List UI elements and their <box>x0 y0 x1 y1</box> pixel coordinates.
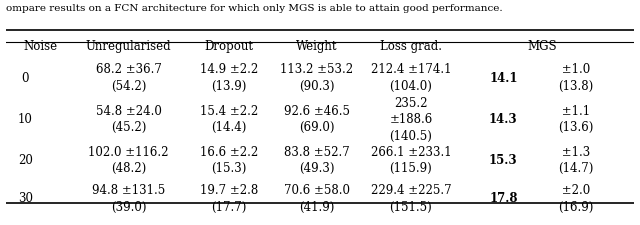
Text: 30: 30 <box>18 192 33 205</box>
Text: ±1.1
(13.6): ±1.1 (13.6) <box>558 105 594 135</box>
Text: 266.1 ±233.1
(115.9): 266.1 ±233.1 (115.9) <box>371 146 451 175</box>
Text: 16.6 ±2.2
(15.3): 16.6 ±2.2 (15.3) <box>200 146 258 175</box>
Text: MGS: MGS <box>528 40 557 53</box>
Text: Loss grad.: Loss grad. <box>380 40 442 53</box>
Text: ±1.0
(13.8): ±1.0 (13.8) <box>558 63 593 93</box>
Text: 229.4 ±225.7
(151.5): 229.4 ±225.7 (151.5) <box>371 184 451 214</box>
Text: ±1.3
(14.7): ±1.3 (14.7) <box>558 146 594 175</box>
Text: 14.1: 14.1 <box>489 72 518 85</box>
Text: ompare results on a FCN architecture for which only MGS is able to attain good p: ompare results on a FCN architecture for… <box>6 4 503 13</box>
Text: 14.9 ±2.2
(13.9): 14.9 ±2.2 (13.9) <box>200 63 258 93</box>
Text: 235.2
±188.6
(140.5): 235.2 ±188.6 (140.5) <box>389 97 433 143</box>
Text: 19.7 ±2.8
(17.7): 19.7 ±2.8 (17.7) <box>200 184 258 214</box>
Text: 14.3: 14.3 <box>489 113 518 126</box>
Text: 17.8: 17.8 <box>489 192 518 205</box>
Text: 102.0 ±116.2
(48.2): 102.0 ±116.2 (48.2) <box>88 146 169 175</box>
Text: 113.2 ±53.2
(90.3): 113.2 ±53.2 (90.3) <box>280 63 353 93</box>
Text: 10: 10 <box>18 113 33 126</box>
Text: 94.8 ±131.5
(39.0): 94.8 ±131.5 (39.0) <box>92 184 165 214</box>
Text: 15.4 ±2.2
(14.4): 15.4 ±2.2 (14.4) <box>200 105 258 135</box>
Text: 212.4 ±174.1
(104.0): 212.4 ±174.1 (104.0) <box>371 63 451 93</box>
Text: Weight: Weight <box>296 40 338 53</box>
Text: Noise: Noise <box>24 40 58 53</box>
Text: 70.6 ±58.0
(41.9): 70.6 ±58.0 (41.9) <box>284 184 350 214</box>
Text: 68.2 ±36.7
(54.2): 68.2 ±36.7 (54.2) <box>96 63 162 93</box>
Text: 54.8 ±24.0
(45.2): 54.8 ±24.0 (45.2) <box>96 105 162 135</box>
Text: 20: 20 <box>18 154 33 167</box>
Text: ±2.0
(16.9): ±2.0 (16.9) <box>558 184 594 214</box>
Text: 83.8 ±52.7
(49.3): 83.8 ±52.7 (49.3) <box>284 146 349 175</box>
Text: Unregularised: Unregularised <box>86 40 172 53</box>
Text: 15.3: 15.3 <box>489 154 518 167</box>
Text: 92.6 ±46.5
(69.0): 92.6 ±46.5 (69.0) <box>284 105 350 135</box>
Text: Dropout: Dropout <box>205 40 253 53</box>
Text: 0: 0 <box>22 72 29 85</box>
